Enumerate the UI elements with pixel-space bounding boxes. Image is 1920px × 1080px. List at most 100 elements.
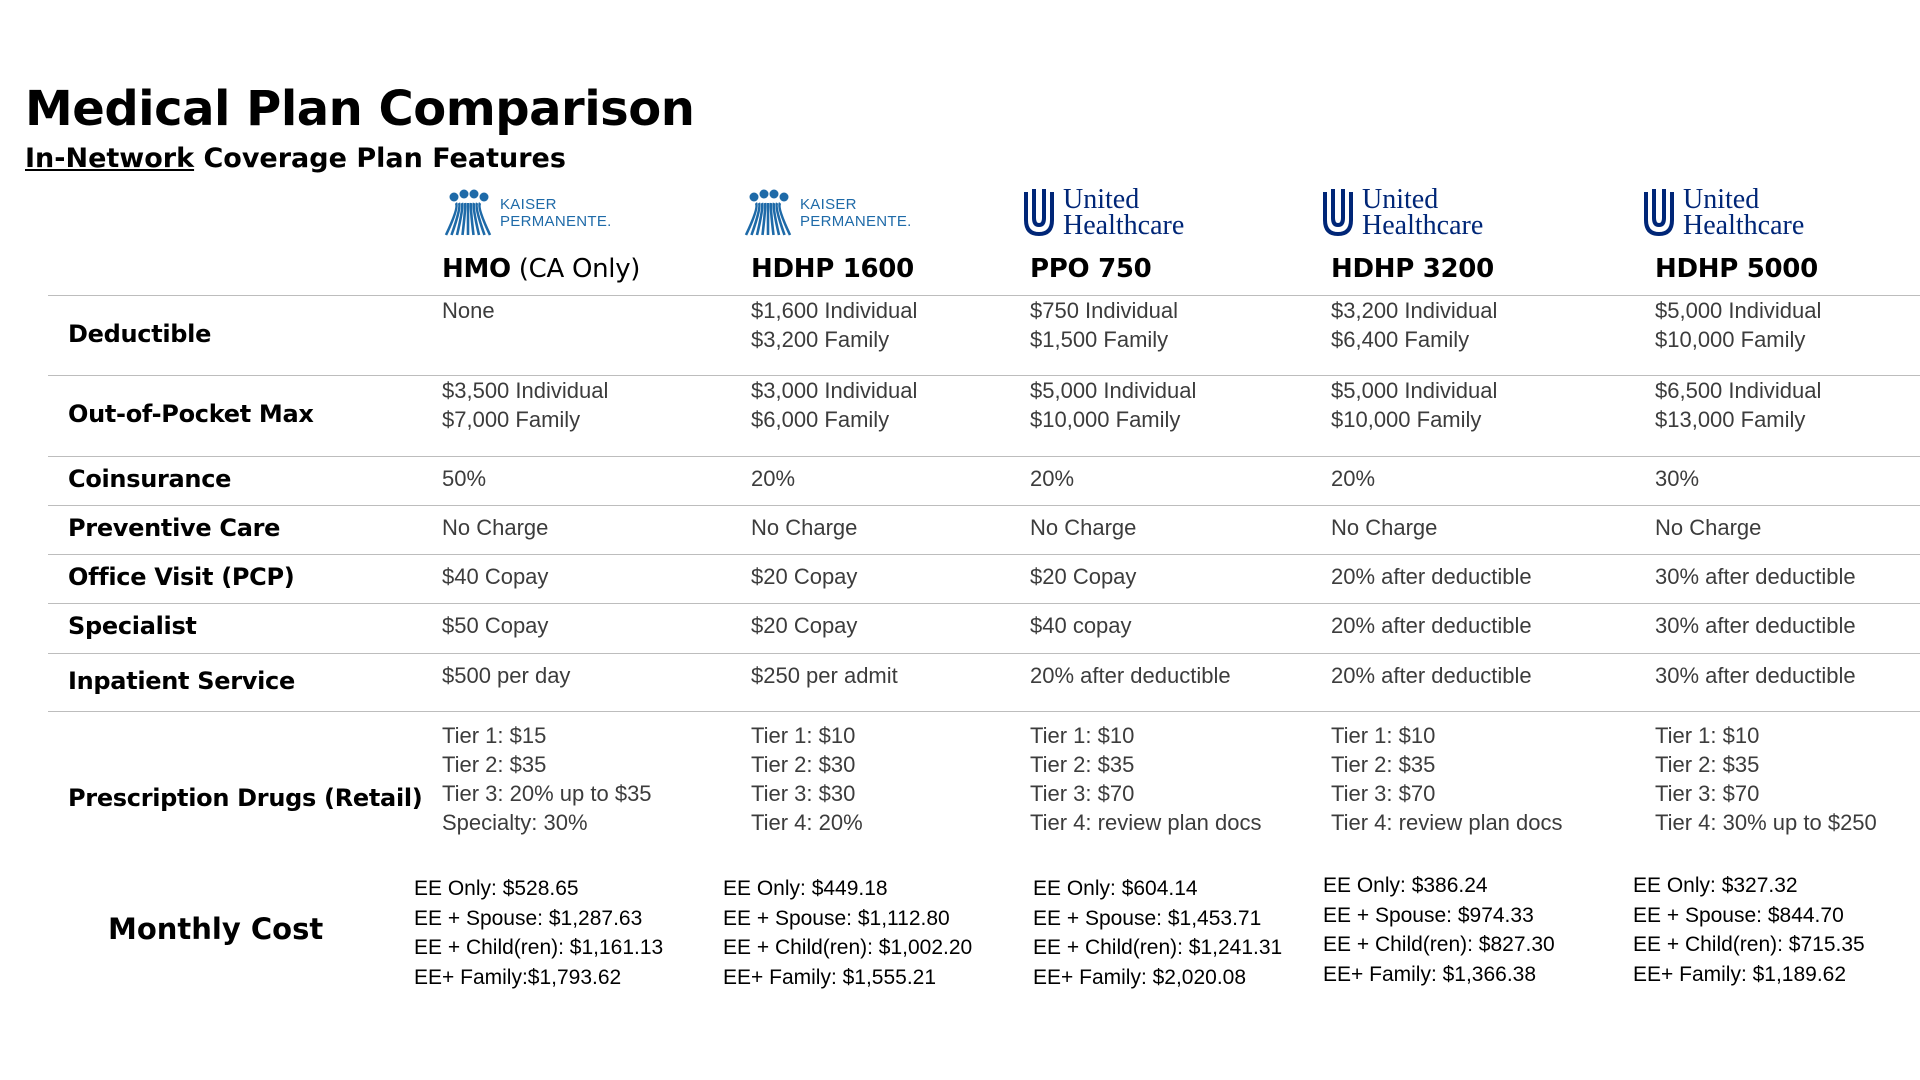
row-divider xyxy=(48,711,1920,712)
united-healthcare-shield-icon xyxy=(1021,186,1057,240)
table-cell: None xyxy=(442,296,495,325)
cell-line: Tier 1: $10 xyxy=(751,723,856,748)
cell-line: $7,000 Family xyxy=(442,407,581,432)
cost-line: EE + Spouse: $844.70 xyxy=(1633,903,1844,927)
cell-line: Tier 1: $10 xyxy=(1030,723,1135,748)
table-cell: No Charge xyxy=(1331,513,1437,542)
table-cell: $1,600 Individual $3,200 Family xyxy=(751,296,917,354)
cell-line: Tier 4: review plan docs xyxy=(1331,810,1563,835)
table-cell: $40 Copay xyxy=(442,562,548,591)
monthly-cost-cell: EE Only: $528.65 EE + Spouse: $1,287.63 EE… xyxy=(414,874,663,992)
cell-line: No Charge xyxy=(1331,515,1438,540)
united-healthcare-shield-icon xyxy=(1641,186,1677,240)
cost-line: EE+ Family: $2,020.08 xyxy=(1033,965,1247,989)
table-cell: $3,000 Individual $6,000 Family xyxy=(751,376,917,434)
table-cell: No Charge xyxy=(442,513,548,542)
cell-line: $40 Copay xyxy=(442,564,549,589)
page-subtitle: In-Network Coverage Plan Features xyxy=(25,140,566,178)
cell-line: Tier 2: $30 xyxy=(751,752,856,777)
cell-line: No Charge xyxy=(1030,515,1137,540)
cost-line: EE + Spouse: $1,453.71 xyxy=(1033,906,1262,930)
plan-name-main: HDHP 1600 xyxy=(751,254,914,284)
table-cell: 50% xyxy=(442,464,486,493)
plan-name: HDHP 1600 xyxy=(751,252,914,286)
cell-line: 20% after deductible xyxy=(1030,663,1231,688)
cell-line: $40 copay xyxy=(1030,613,1132,638)
cell-line: Tier 3: $70 xyxy=(1655,781,1760,806)
subtitle-underlined: In-Network xyxy=(25,143,195,174)
table-cell: $20 Copay xyxy=(751,562,857,591)
cell-line: Tier 3: $30 xyxy=(751,781,856,806)
monthly-cost-label: Monthly Cost xyxy=(108,912,324,946)
table-cell: $40 copay xyxy=(1030,611,1132,640)
row-divider xyxy=(48,375,1920,376)
brand-line: United xyxy=(1683,184,1760,215)
plan-name-main: PPO 750 xyxy=(1030,254,1152,284)
cell-line: Tier 4: 30% up to $250 xyxy=(1655,810,1877,835)
cell-line: $250 per admit xyxy=(751,663,898,688)
plan-name-suffix: (CA Only) xyxy=(510,254,641,284)
table-cell: 20% after deductible xyxy=(1331,562,1532,591)
cost-line: EE Only: $386.24 xyxy=(1323,874,1488,897)
cell-line: $3,500 Individual xyxy=(442,378,609,403)
cell-line: $500 per day xyxy=(442,663,571,688)
cell-line: 20% after deductible xyxy=(1331,663,1532,688)
row-divider xyxy=(48,554,1920,555)
cell-line: $20 Copay xyxy=(751,613,858,638)
cost-line: EE + Spouse: $974.33 xyxy=(1323,903,1534,927)
table-cell: 20% xyxy=(751,464,795,493)
brand-line: Healthcare xyxy=(1063,210,1185,241)
cell-line: No Charge xyxy=(1655,515,1762,540)
cell-line: 20% xyxy=(1030,466,1075,491)
plan-name-main: HMO xyxy=(442,254,511,284)
kaiser-permanente-logo: KAISER PERMANENTE. xyxy=(742,184,912,242)
brand-name: KAISER PERMANENTE. xyxy=(800,196,912,230)
cell-line: Tier 1: $15 xyxy=(442,723,547,748)
united-healthcare-logo: United Healthcare xyxy=(1021,184,1184,242)
cost-line: EE+ Family: $1,555.21 xyxy=(723,965,937,989)
table-cell: 20% after deductible xyxy=(1331,661,1532,690)
cell-line: $20 Copay xyxy=(1030,564,1137,589)
cell-line: 30% after deductible xyxy=(1655,663,1856,688)
table-cell: 20% after deductible xyxy=(1331,611,1532,640)
monthly-cost-cell: EE Only: $604.14 EE + Spouse: $1,453.71 EE… xyxy=(1033,874,1282,992)
row-label: Out-of-Pocket Max xyxy=(68,400,314,428)
table-cell: $6,500 Individual $13,000 Family xyxy=(1655,376,1821,434)
cell-line: Tier 3: $70 xyxy=(1331,781,1436,806)
cell-line: $10,000 Family xyxy=(1655,327,1806,352)
brand-line: KAISER xyxy=(800,196,857,213)
table-cell: 30% after deductible xyxy=(1655,611,1856,640)
brand-line: PERMANENTE. xyxy=(500,213,612,230)
table-cell: Tier 1: $10 Tier 2: $35 Tier 3: $70 Tier 4:… xyxy=(1331,721,1563,837)
cell-line: Tier 1: $10 xyxy=(1655,723,1760,748)
cell-line: Tier 4: 20% xyxy=(751,810,863,835)
cell-line: $13,000 Family xyxy=(1655,407,1806,432)
cell-line: Tier 4: review plan docs xyxy=(1030,810,1262,835)
table-cell: $3,200 Individual $6,400 Family xyxy=(1331,296,1497,354)
cell-line: $6,500 Individual xyxy=(1655,378,1822,403)
row-divider xyxy=(48,295,1920,296)
cell-line: $6,000 Family xyxy=(751,407,890,432)
cell-line: 20% xyxy=(1331,466,1376,491)
brand-line: PERMANENTE. xyxy=(800,213,912,230)
cost-line: EE + Child(ren): $1,161.13 xyxy=(414,936,664,959)
cell-line: 30% after deductible xyxy=(1655,564,1856,589)
cost-line: EE+ Family:$1,793.62 xyxy=(414,965,622,989)
cell-line: Tier 2: $35 xyxy=(1030,752,1135,777)
cell-line: 20% after deductible xyxy=(1331,564,1532,589)
cost-line: EE + Spouse: $1,112.80 xyxy=(723,906,950,930)
cost-line: EE Only: $449.18 xyxy=(723,877,888,900)
table-cell: No Charge xyxy=(1655,513,1761,542)
table-cell: $5,000 Individual $10,000 Family xyxy=(1331,376,1497,434)
brand-name: United Healthcare xyxy=(1063,186,1185,241)
plan-name: HDHP 3200 xyxy=(1331,252,1494,286)
row-label: Inpatient Service xyxy=(68,667,295,695)
table-cell: No Charge xyxy=(1030,513,1136,542)
row-label: Specialist xyxy=(68,612,197,640)
cell-line: $5,000 Individual xyxy=(1331,378,1498,403)
cell-line: Tier 2: $35 xyxy=(1331,752,1436,777)
cell-line: $5,000 Individual xyxy=(1030,378,1197,403)
cell-line: $50 Copay xyxy=(442,613,549,638)
cell-line: $20 Copay xyxy=(751,564,858,589)
cell-line: $10,000 Family xyxy=(1030,407,1181,432)
